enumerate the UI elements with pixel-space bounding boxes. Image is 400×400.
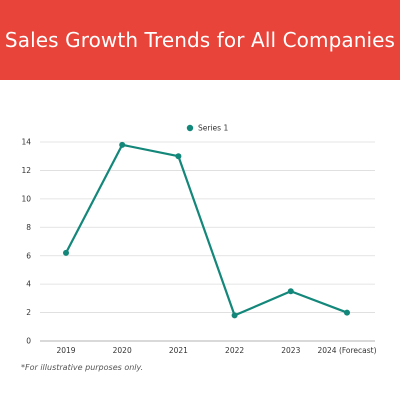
series-layer: [63, 141, 350, 319]
y-tick-label: 12: [21, 166, 31, 175]
y-tick-label: 14: [21, 138, 31, 147]
x-tick-label: 2023: [281, 346, 300, 355]
legend-label: Series 1: [198, 124, 228, 133]
y-tick-label: 2: [26, 308, 31, 317]
header-banner: Sales Growth Trends for All Companies: [0, 0, 400, 80]
footnote: *For illustrative purposes only.: [21, 363, 144, 372]
page-title: Sales Growth Trends for All Companies: [4, 28, 396, 52]
series-line: [64, 143, 349, 317]
data-point: [231, 312, 238, 319]
data-point: [63, 249, 69, 256]
y-tick-label: 6: [26, 251, 31, 260]
y-axis-ticks: 0 2 4 6 8 10 12 14: [21, 138, 31, 346]
x-tick-label: 2024 (Forecast): [317, 346, 376, 355]
x-tick-label: 2019: [56, 346, 75, 355]
data-point: [119, 141, 126, 148]
y-tick-label: 0: [26, 337, 31, 346]
data-point: [175, 153, 182, 160]
x-axis-ticks: 2019 2020 2021 2022 2023 2024 (Forecast): [56, 346, 376, 355]
grid-lines: [40, 141, 375, 342]
x-tick-label: 2020: [113, 346, 132, 355]
y-tick-label: 10: [21, 194, 31, 203]
x-tick-label: 2021: [169, 346, 188, 355]
data-point: [344, 309, 350, 316]
line-chart: 0 2 4 6 8 10 12 14 2019 2020 2021 2022 2023 2024 (Fo…: [21, 124, 376, 355]
y-tick-label: 4: [26, 280, 31, 289]
legend: Series 1: [186, 124, 228, 133]
x-tick-label: 2022: [225, 346, 244, 355]
data-point: [287, 288, 294, 295]
y-tick-label: 8: [26, 223, 31, 232]
legend-marker: [186, 124, 194, 132]
